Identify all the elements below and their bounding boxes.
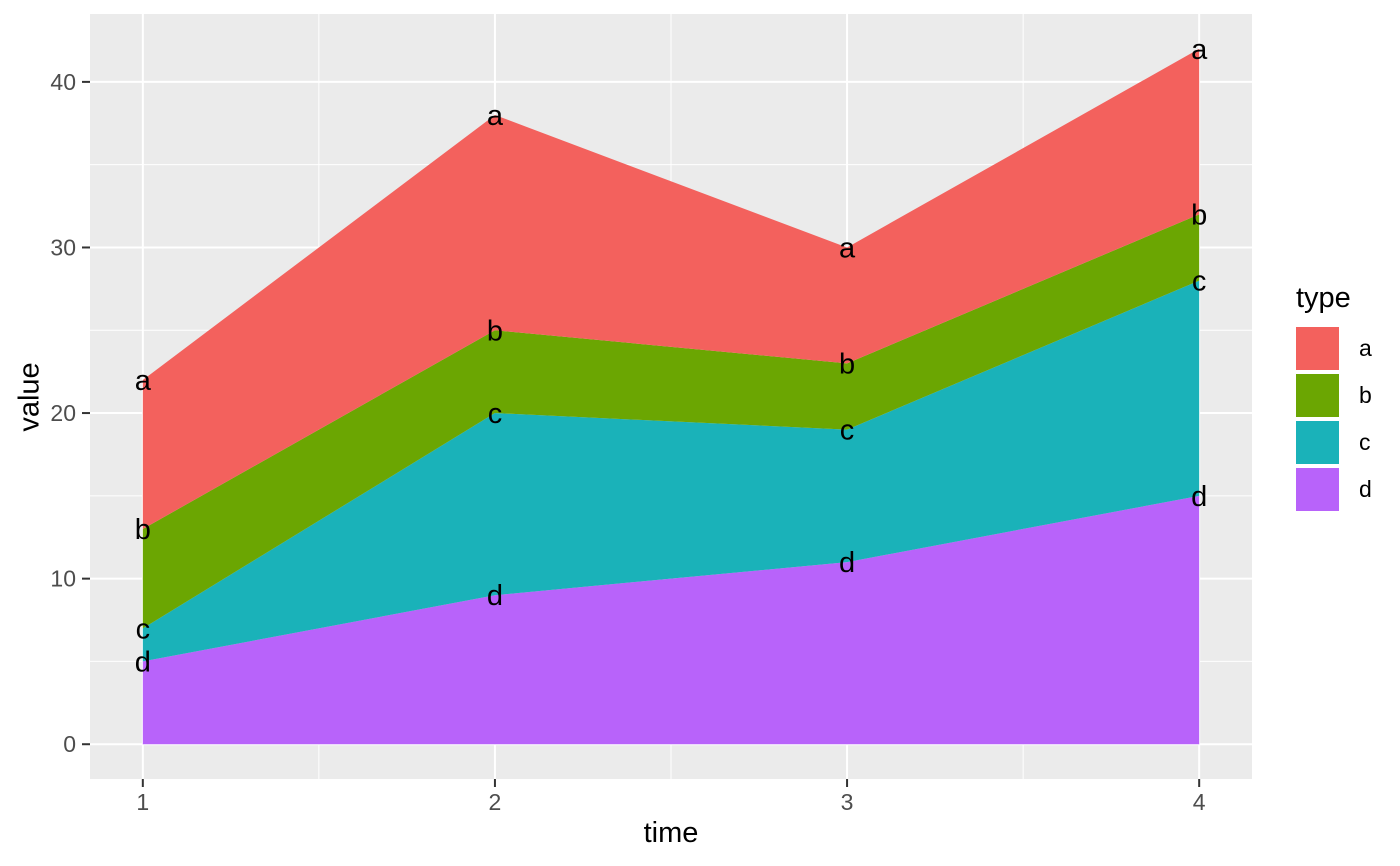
y-tick-label: 20 bbox=[50, 400, 76, 426]
point-label-b: b bbox=[1191, 199, 1207, 231]
x-tick-label: 1 bbox=[136, 789, 149, 815]
point-label-c: c bbox=[1192, 266, 1207, 298]
legend-entry-d: d bbox=[1296, 468, 1372, 511]
y-tick-label: 10 bbox=[50, 566, 76, 592]
legend-label-a: a bbox=[1359, 335, 1372, 361]
area-band-d bbox=[142, 495, 1200, 745]
point-label-b: b bbox=[839, 348, 855, 380]
point-label-d: d bbox=[1191, 481, 1207, 513]
point-label-d: d bbox=[839, 547, 855, 579]
legend-label-c: c bbox=[1359, 429, 1371, 455]
area-band-b bbox=[142, 214, 1200, 629]
legend-items: a b c d bbox=[1296, 327, 1372, 511]
x-tick-label: 2 bbox=[489, 789, 502, 815]
legend-swatch-b-icon bbox=[1296, 374, 1339, 417]
point-label-c: c bbox=[136, 613, 151, 645]
y-tick-label: 30 bbox=[50, 234, 76, 260]
legend-label-d: d bbox=[1359, 476, 1372, 502]
legend-entry-a: a bbox=[1296, 327, 1372, 370]
point-label-b: b bbox=[487, 315, 503, 347]
legend-title: type bbox=[1296, 282, 1351, 314]
area-band-c bbox=[142, 280, 1200, 662]
y-tick-label: 0 bbox=[63, 731, 76, 757]
x-axis-title: time bbox=[643, 817, 699, 849]
legend-swatch-d-icon bbox=[1296, 468, 1339, 511]
point-label-c: c bbox=[488, 398, 503, 430]
legend: type a b c d bbox=[1296, 284, 1372, 515]
y-tick-label: 40 bbox=[50, 69, 76, 95]
point-label-a: a bbox=[839, 232, 856, 264]
x-tick-label: 4 bbox=[1193, 789, 1206, 815]
area-band-a bbox=[142, 48, 1200, 529]
point-label-a: a bbox=[135, 365, 152, 397]
x-tick-label: 3 bbox=[841, 789, 854, 815]
legend-entry-c: c bbox=[1296, 421, 1372, 464]
point-label-b: b bbox=[135, 514, 151, 546]
point-label-d: d bbox=[135, 646, 151, 678]
legend-swatch-a-icon bbox=[1296, 327, 1339, 370]
legend-entry-b: b bbox=[1296, 374, 1372, 417]
y-axis-title: value bbox=[13, 362, 46, 432]
point-label-a: a bbox=[487, 100, 504, 132]
legend-label-b: b bbox=[1359, 382, 1372, 408]
point-label-c: c bbox=[840, 415, 855, 447]
point-label-d: d bbox=[487, 580, 503, 612]
point-label-a: a bbox=[1191, 34, 1208, 66]
legend-swatch-c-icon bbox=[1296, 421, 1339, 464]
